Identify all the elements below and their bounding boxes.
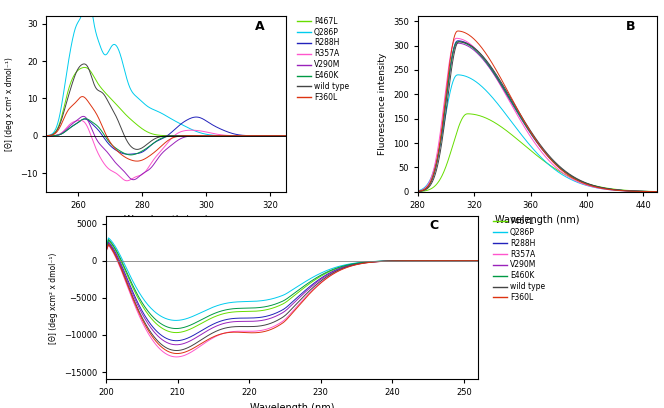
- Legend: P467L, Q286P, R288H, R357A, V290M, E460K, wild type, F360L: P467L, Q286P, R288H, R357A, V290M, E460K…: [493, 217, 545, 302]
- Legend: P467L, Q286P, R288H, R357A, V290M, E460K, wild type, F360L: P467L, Q286P, R288H, R357A, V290M, E460K…: [297, 17, 349, 102]
- X-axis label: Wavelength (nm): Wavelength (nm): [495, 215, 580, 225]
- Text: C: C: [430, 219, 439, 232]
- Y-axis label: Fluorescence intensity: Fluorescence intensity: [378, 53, 387, 155]
- X-axis label: Wavelength (nm): Wavelength (nm): [124, 215, 208, 225]
- Text: A: A: [255, 20, 264, 33]
- Y-axis label: [Θ] (deg xcm² x dmol⁻¹): [Θ] (deg xcm² x dmol⁻¹): [49, 252, 58, 344]
- Text: B: B: [626, 20, 635, 33]
- Y-axis label: [Θ] (deg x cm² x dmol⁻¹): [Θ] (deg x cm² x dmol⁻¹): [5, 57, 15, 151]
- X-axis label: Wavelength (nm): Wavelength (nm): [250, 403, 335, 408]
